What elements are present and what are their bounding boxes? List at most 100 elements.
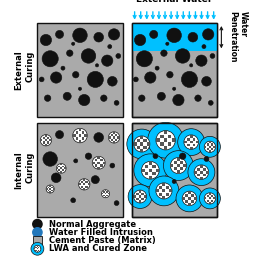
- Circle shape: [210, 53, 215, 58]
- Bar: [152, 172, 156, 176]
- Bar: [200, 177, 203, 179]
- Circle shape: [44, 95, 51, 102]
- Circle shape: [108, 29, 120, 40]
- Bar: [160, 135, 164, 138]
- Bar: [46, 188, 48, 190]
- Bar: [73, 134, 76, 137]
- Bar: [136, 193, 139, 195]
- Circle shape: [208, 100, 213, 105]
- Bar: [105, 190, 106, 191]
- Bar: [134, 142, 137, 145]
- Bar: [132, 23, 217, 117]
- Bar: [106, 191, 108, 193]
- Circle shape: [199, 136, 220, 157]
- Bar: [182, 197, 185, 200]
- Circle shape: [141, 161, 159, 179]
- Circle shape: [51, 72, 62, 83]
- Bar: [43, 137, 45, 139]
- Circle shape: [150, 30, 158, 38]
- Circle shape: [156, 183, 172, 199]
- Bar: [188, 191, 191, 194]
- Bar: [132, 23, 217, 117]
- Bar: [200, 171, 203, 173]
- Circle shape: [91, 176, 99, 184]
- Bar: [143, 139, 147, 142]
- Bar: [45, 144, 47, 146]
- Bar: [105, 196, 106, 198]
- Bar: [166, 186, 169, 189]
- Text: Cement Paste (Matrix): Cement Paste (Matrix): [49, 236, 155, 245]
- Bar: [57, 168, 58, 169]
- Bar: [82, 131, 84, 134]
- Circle shape: [134, 154, 167, 187]
- Bar: [147, 142, 150, 145]
- Bar: [191, 200, 194, 203]
- Circle shape: [167, 28, 181, 43]
- Bar: [194, 197, 197, 200]
- Bar: [139, 190, 141, 192]
- Circle shape: [167, 71, 173, 78]
- Circle shape: [110, 163, 115, 168]
- Bar: [43, 141, 45, 144]
- Circle shape: [127, 129, 157, 159]
- Bar: [185, 200, 188, 203]
- Circle shape: [161, 50, 167, 56]
- Bar: [95, 164, 97, 167]
- Bar: [38, 250, 39, 251]
- Circle shape: [101, 95, 107, 102]
- Bar: [211, 200, 213, 202]
- Bar: [139, 195, 141, 198]
- Bar: [162, 183, 165, 186]
- Bar: [111, 139, 113, 141]
- Bar: [197, 174, 200, 176]
- Bar: [35, 250, 37, 251]
- Bar: [141, 198, 144, 200]
- Bar: [209, 193, 211, 195]
- Circle shape: [188, 32, 198, 42]
- Circle shape: [94, 133, 103, 142]
- Circle shape: [78, 87, 82, 90]
- Bar: [117, 136, 120, 139]
- Bar: [108, 193, 110, 195]
- Bar: [60, 171, 62, 173]
- Circle shape: [173, 87, 176, 90]
- Circle shape: [43, 152, 58, 166]
- Bar: [40, 139, 43, 141]
- Bar: [79, 183, 81, 185]
- Circle shape: [92, 156, 105, 169]
- Text: LWA and Cured Zone: LWA and Cured Zone: [49, 244, 147, 253]
- Circle shape: [71, 42, 75, 45]
- Bar: [164, 139, 167, 142]
- Bar: [85, 181, 87, 183]
- Bar: [197, 168, 200, 171]
- Circle shape: [157, 92, 165, 100]
- Bar: [88, 183, 90, 185]
- Bar: [166, 192, 169, 196]
- Bar: [156, 139, 160, 142]
- Bar: [207, 148, 209, 150]
- Circle shape: [95, 64, 99, 67]
- Bar: [156, 189, 159, 192]
- Bar: [160, 142, 164, 146]
- Circle shape: [55, 131, 63, 139]
- Bar: [184, 141, 187, 143]
- Circle shape: [40, 135, 52, 146]
- Bar: [33, 236, 42, 245]
- Bar: [134, 195, 136, 198]
- Bar: [203, 168, 206, 171]
- Bar: [37, 248, 38, 250]
- Circle shape: [181, 71, 198, 87]
- Circle shape: [39, 77, 44, 82]
- Bar: [60, 164, 62, 166]
- Circle shape: [133, 77, 138, 82]
- Bar: [136, 198, 139, 200]
- Bar: [100, 164, 102, 167]
- Circle shape: [71, 198, 76, 203]
- Bar: [207, 143, 209, 146]
- Bar: [62, 166, 64, 167]
- Bar: [211, 195, 213, 197]
- Circle shape: [42, 51, 58, 67]
- Bar: [145, 165, 148, 168]
- Circle shape: [204, 193, 216, 204]
- Bar: [159, 192, 162, 196]
